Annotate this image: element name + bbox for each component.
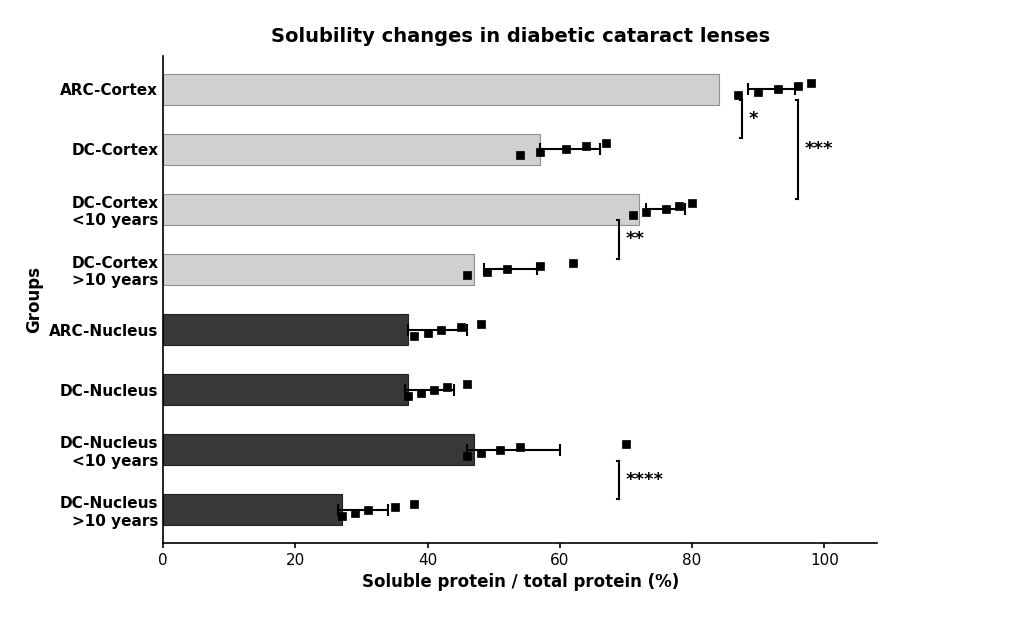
Y-axis label: Groups: Groups bbox=[25, 266, 44, 333]
Bar bbox=[163, 254, 474, 285]
Bar bbox=[163, 314, 408, 345]
Title: Solubility changes in diabetic cataract lenses: Solubility changes in diabetic cataract … bbox=[270, 27, 769, 46]
Text: *: * bbox=[748, 110, 757, 129]
Text: **: ** bbox=[626, 230, 644, 248]
Bar bbox=[163, 434, 474, 466]
X-axis label: Soluble protein / total protein (%): Soluble protein / total protein (%) bbox=[361, 573, 679, 591]
Bar bbox=[163, 494, 341, 525]
Bar bbox=[163, 134, 539, 165]
Text: ***: *** bbox=[804, 140, 833, 158]
Bar bbox=[163, 194, 639, 225]
Text: ****: **** bbox=[626, 470, 663, 489]
Bar bbox=[163, 74, 717, 105]
Bar bbox=[163, 374, 408, 405]
